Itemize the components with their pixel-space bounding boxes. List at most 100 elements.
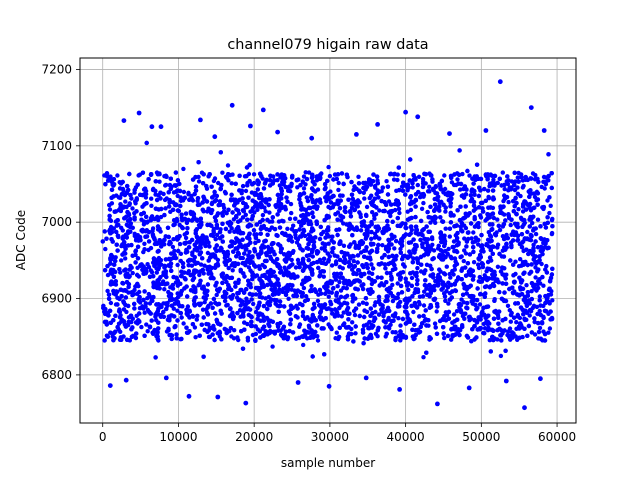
data-point — [495, 245, 500, 250]
data-point — [222, 298, 228, 304]
data-point — [522, 316, 527, 321]
data-point — [137, 289, 142, 295]
data-point — [350, 196, 355, 202]
data-point — [372, 183, 378, 189]
data-point — [127, 267, 132, 272]
data-point — [173, 170, 179, 175]
data-point — [548, 275, 554, 281]
data-point — [197, 272, 202, 278]
data-point — [241, 200, 246, 206]
data-point — [390, 298, 396, 304]
data-point — [372, 196, 377, 201]
data-point — [247, 222, 252, 227]
data-point — [273, 274, 278, 279]
data-point — [175, 237, 180, 242]
data-point — [550, 298, 555, 303]
data-point — [379, 261, 384, 266]
data-point — [242, 327, 247, 332]
data-point — [306, 212, 311, 217]
data-point — [525, 229, 530, 235]
data-point — [326, 164, 331, 170]
data-point — [392, 246, 397, 251]
data-point — [113, 292, 118, 297]
data-point — [192, 258, 197, 264]
data-point — [391, 177, 397, 182]
data-point — [260, 243, 265, 248]
data-point — [443, 209, 448, 214]
data-point — [172, 248, 177, 254]
data-point — [206, 206, 211, 211]
data-point — [146, 291, 151, 297]
data-point — [162, 197, 168, 203]
data-point — [437, 318, 443, 324]
data-point — [353, 306, 359, 311]
data-point — [506, 199, 511, 205]
data-point — [395, 215, 400, 221]
data-point — [356, 302, 362, 307]
data-point — [331, 246, 336, 251]
data-point — [163, 183, 168, 188]
data-point — [264, 315, 270, 321]
data-point — [420, 184, 426, 190]
data-point — [235, 291, 240, 296]
data-point — [461, 215, 467, 221]
data-point — [313, 329, 318, 335]
data-point — [471, 188, 476, 193]
data-point — [397, 210, 402, 216]
data-point — [170, 286, 176, 291]
data-point — [167, 316, 172, 321]
data-point — [525, 333, 530, 338]
data-point — [195, 196, 201, 201]
data-point — [195, 313, 200, 319]
data-point — [267, 210, 272, 215]
data-point — [145, 329, 150, 334]
data-point — [341, 322, 346, 328]
data-point — [257, 291, 263, 296]
data-point — [169, 336, 174, 342]
data-point — [375, 334, 380, 339]
data-point — [451, 312, 457, 317]
data-point — [328, 279, 334, 285]
data-point — [442, 291, 447, 296]
data-point — [183, 235, 189, 241]
data-point — [102, 319, 108, 325]
data-point — [438, 215, 443, 220]
data-point — [181, 189, 187, 195]
data-point — [469, 236, 474, 241]
data-point — [246, 265, 252, 270]
data-point — [409, 303, 414, 309]
data-point — [173, 297, 178, 302]
data-point — [500, 281, 505, 286]
data-point — [154, 270, 159, 275]
data-point — [206, 334, 212, 340]
data-point — [394, 238, 399, 244]
data-point — [132, 187, 137, 193]
data-point — [158, 275, 163, 280]
data-point — [325, 234, 331, 239]
data-point — [376, 294, 382, 300]
data-point — [497, 289, 502, 295]
data-point — [339, 314, 344, 319]
data-point — [403, 276, 408, 281]
data-point — [169, 268, 174, 273]
data-point — [520, 240, 525, 245]
data-point — [508, 222, 513, 228]
data-point — [398, 323, 403, 328]
data-point — [264, 227, 269, 232]
data-point — [303, 275, 309, 281]
data-point — [287, 328, 292, 334]
data-point — [471, 260, 477, 265]
data-point — [310, 306, 315, 312]
data-point — [434, 191, 440, 196]
data-point — [247, 249, 252, 255]
data-point — [309, 283, 314, 289]
data-point — [489, 267, 494, 273]
data-point — [322, 302, 328, 307]
data-point — [440, 249, 445, 254]
data-point — [371, 172, 376, 177]
data-point — [386, 261, 391, 267]
data-point — [446, 309, 452, 315]
data-point — [123, 256, 128, 261]
data-point — [180, 261, 186, 266]
data-point — [128, 192, 133, 198]
